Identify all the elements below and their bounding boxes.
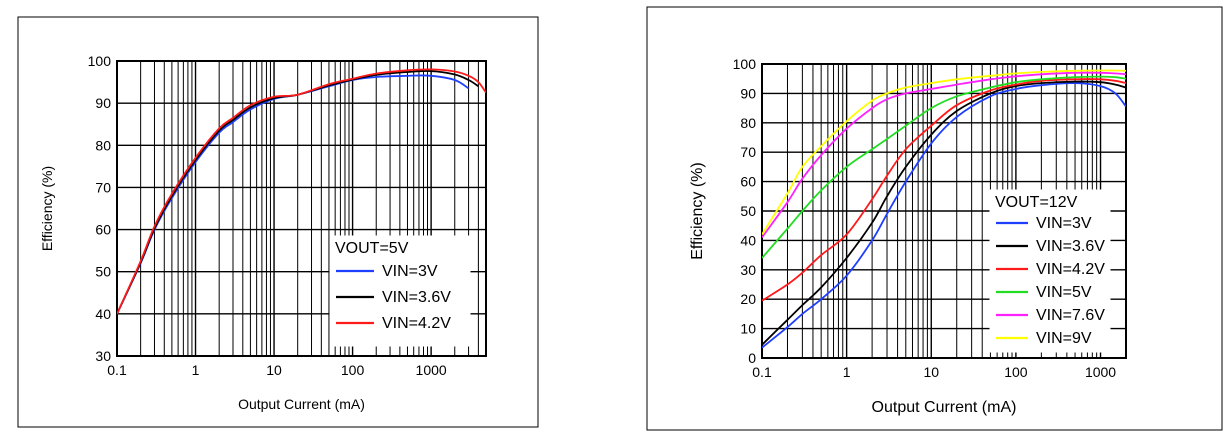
right-y-tick-label: 70 (740, 144, 756, 160)
left-legend-label-1: VIN=3.6V (382, 289, 451, 306)
right-series-line-1 (762, 80, 1126, 346)
right-x-tick-label: 1 (843, 364, 851, 380)
left-x-axis-label: Output Current (mA) (238, 396, 365, 412)
right-x-tick-label: 100 (1004, 364, 1028, 380)
left-y-tick-label: 50 (95, 264, 111, 280)
left-legend-box (329, 235, 471, 347)
left-x-tick-label: 1 (192, 362, 200, 378)
right-series-line-4 (762, 71, 1126, 239)
right-x-tick-label: 1000 (1085, 364, 1116, 380)
right-y-tick-label: 20 (740, 291, 756, 307)
left-y-tick-label: 100 (88, 53, 112, 69)
left-x-tick-label: 10 (266, 362, 282, 378)
right-x-axis-label: Output Current (mA) (872, 399, 1017, 416)
right-legend-label-0: VIN=3V (1036, 215, 1092, 232)
right-legend-label-3: VIN=5V (1036, 284, 1092, 301)
left-y-tick-label: 70 (95, 179, 111, 195)
right-y-tick-label: 30 (740, 262, 756, 278)
right-frame (646, 6, 1223, 431)
right-legend-label-1: VIN=3.6V (1036, 238, 1105, 255)
left-x-tick-label: 1000 (416, 362, 447, 378)
left-frame (17, 16, 539, 428)
right-legend-label-5: VIN=9V (1036, 330, 1092, 347)
left-plot-border (116, 60, 487, 357)
right-y-axis-label: Efficiency (%) (689, 162, 706, 260)
left-series-line-2 (117, 68, 486, 315)
left-y-axis-label: Efficiency (%) (39, 166, 55, 251)
right-series-line-5 (762, 69, 1126, 235)
left-y-tick-label: 40 (95, 306, 111, 322)
right-legend: VOUT=12V VIN=3V VIN=3.6V VIN=4.2V VIN=5V VIN=… (989, 189, 1111, 353)
right-series-line-0 (762, 82, 1126, 349)
right-legend-title: VOUT=12V (995, 194, 1078, 211)
right-y-tick-label: 60 (740, 174, 756, 190)
right-series-line-2 (762, 78, 1126, 302)
left-legend-label-2: VIN=4.2V (382, 315, 451, 332)
right-y-tick-label: 90 (740, 85, 756, 101)
right-x-tick-label: 10 (923, 364, 939, 380)
right-legend-label-4: VIN=7.6V (1036, 307, 1105, 324)
left-y-tick-label: 90 (95, 95, 111, 111)
left-series-group (117, 68, 486, 315)
right-series-line-3 (762, 75, 1126, 259)
right-legend-box (989, 189, 1111, 353)
left-x-tick-label: 0.1 (107, 362, 127, 378)
right-y-tick-label: 40 (740, 232, 756, 248)
right-y-tick-label: 80 (740, 115, 756, 131)
left-legend-title: VOUT=5V (335, 240, 409, 257)
right-y-tick-label: 10 (740, 321, 756, 337)
left-y-tick-label: 60 (95, 222, 111, 238)
right-y-tick-label: 50 (740, 203, 756, 219)
left-legend-label-0: VIN=3V (382, 263, 438, 280)
left-x-tick-label: 100 (341, 362, 365, 378)
right-plot-border (761, 63, 1127, 359)
right-y-tick-label: 0 (748, 350, 756, 366)
left-y-tick-label: 30 (95, 348, 111, 364)
right-series-group (762, 69, 1126, 349)
right-legend-label-2: VIN=4.2V (1036, 261, 1105, 278)
left-legend: VOUT=5V VIN=3V VIN=3.6V VIN=4.2V (329, 235, 471, 347)
right-y-tick-label: 100 (733, 56, 757, 72)
right-x-tick-label: 0.1 (752, 364, 772, 380)
left-y-tick-label: 80 (95, 137, 111, 153)
